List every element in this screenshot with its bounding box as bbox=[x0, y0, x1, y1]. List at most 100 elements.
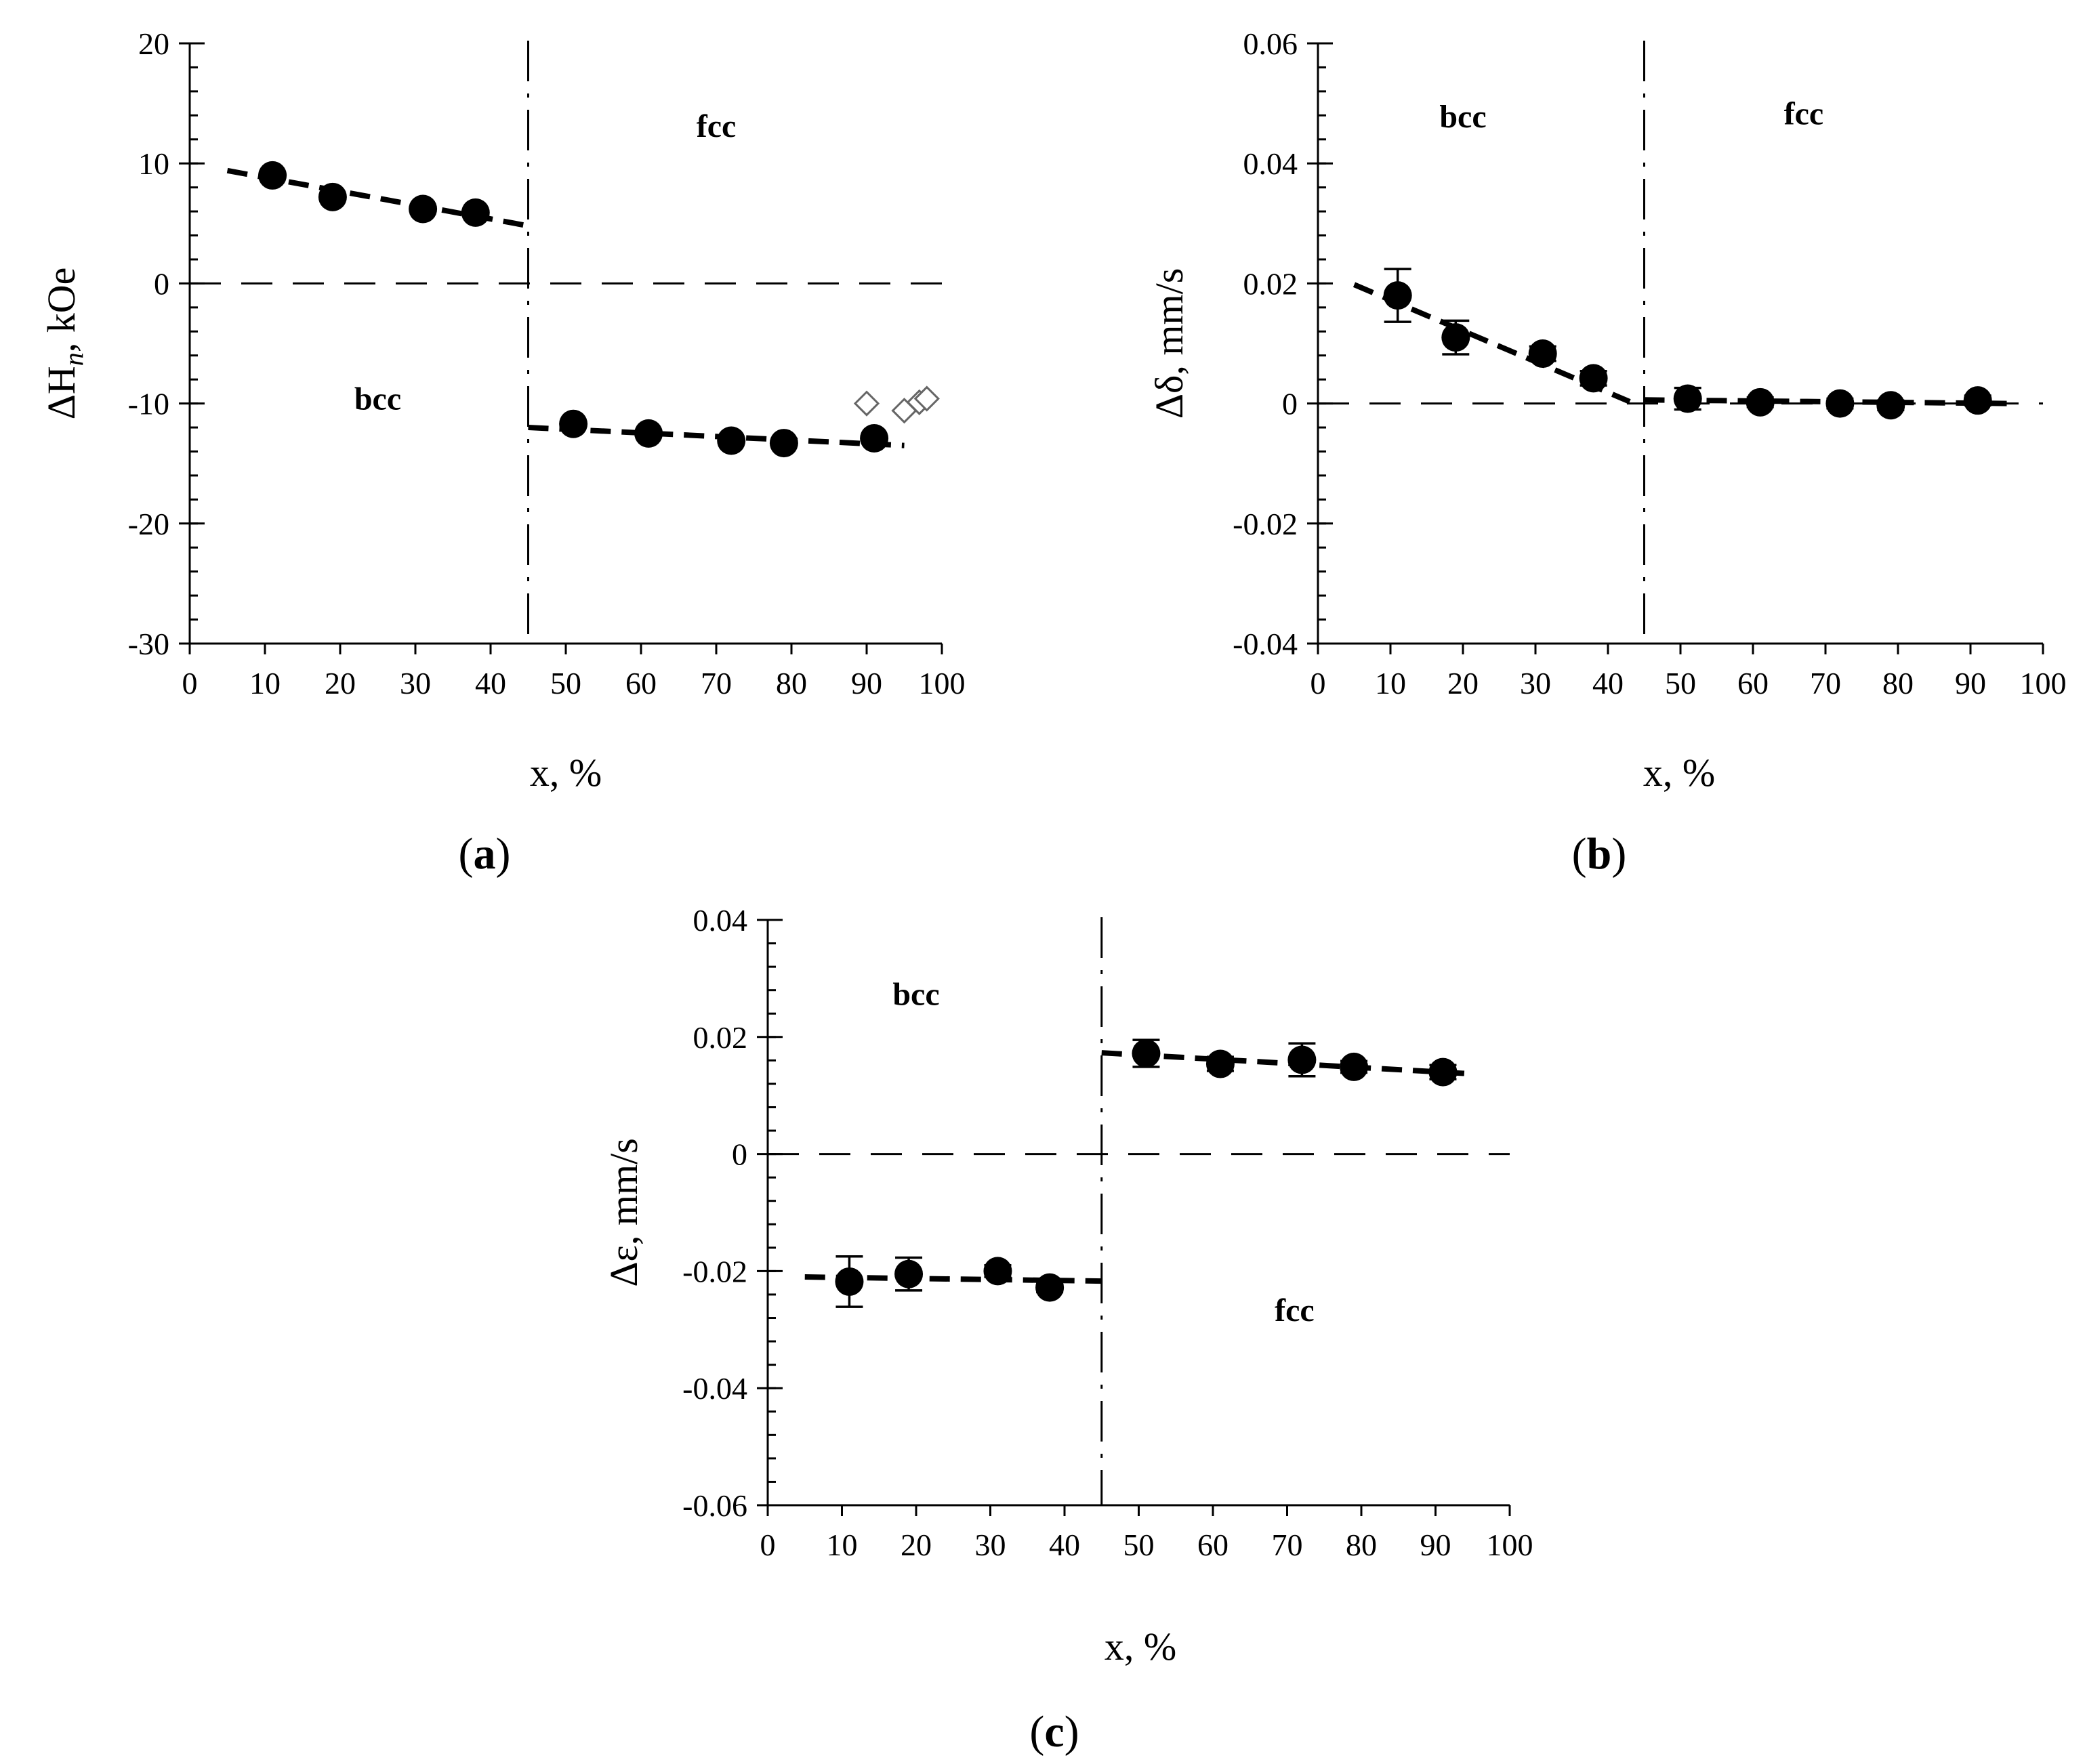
x-axis-title: x, % bbox=[1643, 751, 1715, 795]
x-tick-label: 50 bbox=[1665, 666, 1696, 700]
data-point-fcc bbox=[1963, 386, 1992, 415]
data-point-bcc bbox=[1035, 1273, 1065, 1302]
region-label-bcc: bcc bbox=[1439, 99, 1486, 135]
x-axis-title: x, % bbox=[530, 751, 602, 795]
y-axis-title-main: ΔH bbox=[39, 366, 83, 419]
panel-label-open-paren: ( bbox=[459, 829, 474, 879]
x-tick-label: 90 bbox=[1955, 666, 1986, 700]
x-tick-label: 30 bbox=[400, 666, 431, 700]
panel-label-letter: c bbox=[1044, 1707, 1064, 1757]
y-axis-title: Δε, mm/s bbox=[602, 1138, 646, 1287]
region-label-fcc: fcc bbox=[697, 108, 737, 144]
x-tick-label: 0 bbox=[182, 666, 198, 700]
y-tick-label: -0.04 bbox=[682, 1371, 747, 1406]
panel-label-close-paren: ) bbox=[1065, 1707, 1079, 1757]
data-point-fcc bbox=[717, 426, 746, 455]
x-tick-label: 100 bbox=[919, 666, 966, 700]
data-point-bcc bbox=[258, 161, 287, 190]
data-point-bcc bbox=[983, 1257, 1012, 1286]
y-tick-label: 0.02 bbox=[693, 1020, 748, 1055]
y-tick-label: -0.06 bbox=[682, 1488, 747, 1523]
data-point-fcc bbox=[1673, 384, 1702, 413]
x-tick-label: 80 bbox=[776, 666, 807, 700]
data-point-bcc bbox=[1579, 364, 1608, 393]
x-tick-label: 90 bbox=[851, 666, 882, 700]
panel-label-open-paren: ( bbox=[1029, 1707, 1044, 1757]
data-point-fcc bbox=[634, 419, 663, 448]
panel-label-letter: a bbox=[474, 829, 496, 879]
x-tick-label: 30 bbox=[975, 1528, 1006, 1562]
x-tick-label: 50 bbox=[1123, 1528, 1155, 1562]
data-point-bcc bbox=[318, 182, 347, 211]
y-axis-title-unit: , kOe bbox=[39, 268, 83, 353]
x-tick-label: 20 bbox=[325, 666, 356, 700]
open-diamond-point bbox=[913, 385, 940, 412]
data-point-fcc bbox=[1825, 389, 1855, 418]
panel-c: 0 10 20 30 40 50 60 70 80 90 100 -0.06 -0.04 -0.02 0 0.… bbox=[602, 903, 1533, 1757]
x-tick-label: 80 bbox=[1346, 1528, 1377, 1562]
fit-line-fcc bbox=[528, 425, 905, 448]
data-point-fcc bbox=[1205, 1049, 1235, 1078]
x-tick-label: 40 bbox=[1049, 1528, 1080, 1562]
data-point-fcc bbox=[1287, 1045, 1317, 1074]
y-tick-label: -0.04 bbox=[1233, 627, 1298, 661]
x-tick-label: 100 bbox=[1487, 1528, 1533, 1562]
y-axis-title-main: Δε, mm/s bbox=[602, 1138, 646, 1287]
x-tick-label: 70 bbox=[701, 666, 732, 700]
data-point-bcc bbox=[409, 194, 438, 224]
panel-b: 0 10 20 30 40 50 60 70 80 90 100 -0.04 -0.02 0 0.02 0.0… bbox=[1147, 26, 2067, 879]
data-point-fcc bbox=[559, 409, 588, 438]
panel-label: (a) bbox=[459, 829, 511, 879]
y-axis-title: ΔHn, kOe bbox=[39, 268, 89, 420]
data-point-fcc bbox=[1746, 387, 1775, 417]
x-axis-title: x, % bbox=[1105, 1624, 1176, 1668]
y-tick-label: -20 bbox=[128, 507, 169, 541]
data-point-bcc bbox=[1528, 339, 1557, 369]
x-tick-label: 0 bbox=[760, 1528, 776, 1562]
x-tick-label: 20 bbox=[1447, 666, 1479, 700]
panel-label: (c) bbox=[1029, 1707, 1079, 1757]
x-tick-label: 10 bbox=[827, 1528, 858, 1562]
x-tick-label: 60 bbox=[625, 666, 657, 700]
y-tick-label: 0.06 bbox=[1243, 26, 1298, 61]
x-tick-label: 90 bbox=[1420, 1528, 1451, 1562]
y-tick-label: 0 bbox=[1282, 387, 1298, 421]
x-tick-label: 100 bbox=[2020, 666, 2067, 700]
data-point-fcc bbox=[1876, 391, 1905, 420]
x-tick-label: 70 bbox=[1272, 1528, 1303, 1562]
data-point-fcc bbox=[860, 423, 889, 453]
y-tick-label: 0 bbox=[154, 266, 169, 301]
data-point-bcc bbox=[1383, 281, 1412, 310]
y-tick-label: -0.02 bbox=[682, 1254, 747, 1288]
open-diamond-point bbox=[853, 390, 880, 417]
data-point-bcc bbox=[835, 1267, 864, 1296]
y-axis-title-subscript: n bbox=[58, 352, 89, 366]
y-tick-label: 0.04 bbox=[1243, 146, 1298, 181]
x-tick-label: 80 bbox=[1882, 666, 1914, 700]
panel-label-close-paren: ) bbox=[1611, 829, 1626, 879]
data-point-bcc bbox=[894, 1259, 924, 1288]
x-tick-label: 20 bbox=[901, 1528, 932, 1562]
y-axis-title-main: Δδ, mm/s bbox=[1147, 268, 1191, 419]
data-point-bcc bbox=[1441, 323, 1470, 352]
y-tick-label: -0.02 bbox=[1233, 507, 1298, 541]
panel-label-close-paren: ) bbox=[496, 829, 511, 879]
y-tick-label: -10 bbox=[128, 387, 169, 421]
y-tick-label: 10 bbox=[138, 146, 169, 181]
panel-a: 0 10 20 30 40 50 60 70 80 90 100 -30 -20 -10 0 10 20 fcc b… bbox=[39, 26, 966, 879]
x-tick-label: 50 bbox=[550, 666, 581, 700]
x-tick-label: 10 bbox=[249, 666, 281, 700]
x-tick-label: 70 bbox=[1810, 666, 1841, 700]
y-axis-title: Δδ, mm/s bbox=[1147, 268, 1191, 419]
y-tick-label: 0 bbox=[732, 1137, 747, 1172]
region-label-bcc: bcc bbox=[892, 976, 939, 1012]
y-tick-label: 20 bbox=[138, 26, 169, 61]
panel-label-letter: b bbox=[1587, 829, 1612, 879]
y-tick-label: -30 bbox=[128, 627, 169, 661]
x-tick-label: 60 bbox=[1197, 1528, 1229, 1562]
x-tick-label: 10 bbox=[1375, 666, 1406, 700]
x-tick-label: 0 bbox=[1310, 666, 1326, 700]
panel-label-open-paren: ( bbox=[1572, 829, 1587, 879]
panel-label: (b) bbox=[1572, 829, 1627, 879]
region-label-bcc: bcc bbox=[354, 381, 401, 417]
